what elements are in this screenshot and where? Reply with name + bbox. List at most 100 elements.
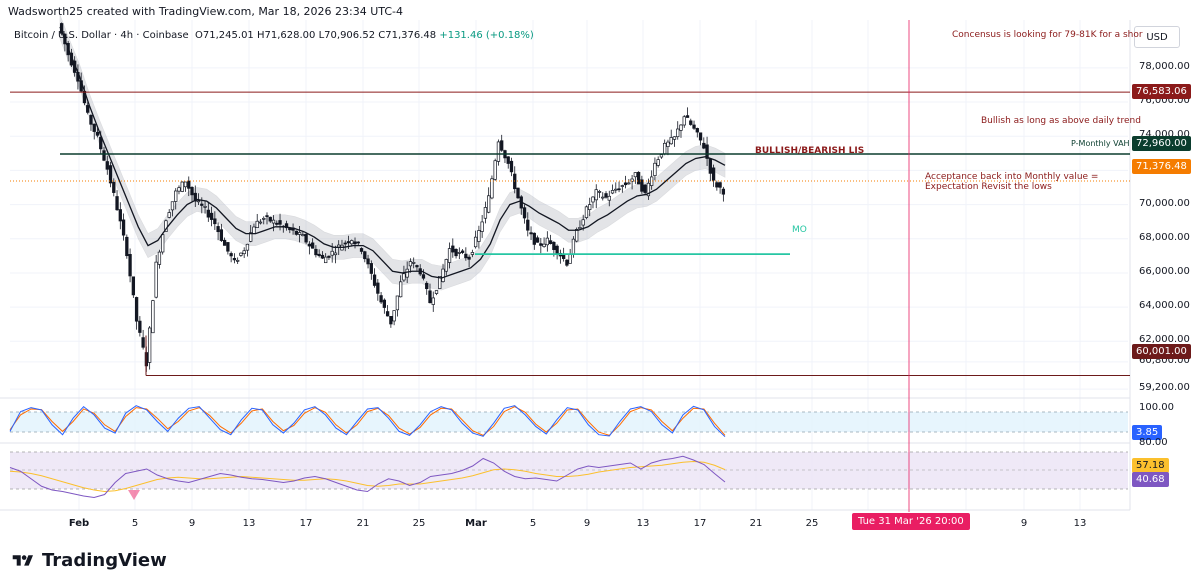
candle-body — [444, 259, 448, 272]
candle-body — [552, 241, 556, 250]
candle-body — [385, 311, 390, 317]
stoch-k-line — [9, 405, 726, 438]
candle-body — [630, 178, 634, 182]
annotation-mo: MO — [792, 225, 807, 235]
time-axis-label: Feb — [68, 518, 90, 529]
candle-body — [526, 219, 530, 231]
candle-body — [454, 248, 458, 257]
candle-body — [206, 209, 210, 218]
candle-body — [571, 238, 576, 255]
candle-body — [154, 261, 158, 298]
candle-body — [121, 219, 126, 236]
candle-body — [695, 128, 699, 133]
candle-body — [568, 253, 572, 264]
ema-band — [59, 14, 726, 291]
time-axis-label: 13 — [242, 518, 256, 529]
rsi-line — [9, 455, 726, 499]
candle-body — [653, 162, 657, 176]
candle-body — [490, 178, 494, 199]
candle-body — [108, 165, 113, 184]
candle-body — [151, 300, 155, 334]
candle-body — [539, 243, 543, 246]
candle-body — [597, 191, 602, 193]
currency-button[interactable]: USD — [1134, 26, 1180, 48]
candle-body — [222, 239, 227, 246]
time-axis-label: Mar — [465, 518, 487, 529]
candle-body — [708, 158, 712, 174]
candle-body — [575, 229, 579, 242]
candle-body — [467, 256, 471, 260]
candle-body — [307, 243, 312, 247]
tradingview-logo[interactable]: TradingView — [10, 550, 167, 571]
candle-body — [402, 273, 406, 281]
ohlc-change: +131.46 (+0.18%) — [439, 30, 534, 41]
candle-body — [134, 297, 139, 322]
candle-body — [258, 221, 263, 224]
candle-body — [86, 105, 90, 113]
candle-body — [604, 193, 608, 198]
candle-body — [304, 234, 308, 243]
candle-body — [659, 154, 664, 158]
candle-body — [516, 187, 520, 199]
candle-body — [656, 159, 660, 166]
candle-body — [200, 203, 204, 206]
candle-body — [242, 250, 246, 255]
tag-72960: 72,960.00 — [1132, 136, 1191, 151]
candle-body — [115, 196, 119, 211]
candle-body — [284, 223, 289, 229]
time-axis-label: 21 — [356, 518, 370, 529]
ema-polyline — [59, 26, 726, 279]
time-axis-label: 17 — [299, 518, 313, 529]
candle-body — [434, 290, 439, 294]
candle-body — [141, 337, 145, 348]
candle-body — [506, 156, 510, 164]
price-axis-label: 60,800.00 — [1139, 354, 1190, 366]
candle-body — [297, 232, 302, 235]
rsi-oversold-marker — [128, 490, 140, 500]
candle-body — [102, 150, 106, 161]
candle-body — [320, 254, 325, 259]
candle-body — [376, 282, 380, 294]
rsi-ma-line — [9, 460, 726, 493]
candle-body — [672, 136, 677, 140]
candle-body — [620, 185, 624, 187]
candle-body — [470, 252, 475, 255]
rsi-series — [9, 455, 726, 500]
candle-body — [477, 230, 481, 242]
time-axis-label: 17 — [693, 518, 707, 529]
candle-body — [255, 220, 259, 228]
candle-body — [676, 128, 680, 138]
annotation-consensus: Concensus is looking for 79-81K for a sh… — [952, 30, 1143, 40]
candle-body — [711, 167, 716, 181]
candle-body — [245, 243, 250, 251]
tag-60001: 60,001.00 — [1132, 344, 1191, 359]
candle-body — [183, 181, 188, 188]
candle-body — [565, 259, 569, 266]
candle-body — [425, 282, 429, 290]
symbol-name[interactable]: Bitcoin / U.S. Dollar · 4h · Coinbase — [14, 30, 189, 41]
candle-body — [196, 200, 201, 203]
candle-body — [92, 123, 96, 132]
candle-body — [232, 257, 237, 261]
candle-body — [591, 196, 595, 203]
ohlc-close: C71,376.48 — [378, 30, 437, 41]
candle-body — [343, 242, 347, 245]
candle-body — [372, 274, 377, 286]
tag-76583: 76,583.06 — [1132, 84, 1191, 99]
ohlc-low: L70,906.52 — [318, 30, 376, 41]
candle-body — [125, 236, 129, 257]
candle-body — [584, 206, 589, 218]
time-axis-label: 13 — [636, 518, 650, 529]
candle-body — [239, 252, 243, 256]
candle-body — [460, 250, 465, 253]
time-axis-label: 9 — [188, 518, 196, 529]
candle-body — [193, 192, 197, 202]
candle-body — [278, 220, 282, 225]
candle-body — [522, 207, 527, 219]
candle-body — [265, 215, 269, 217]
candle-body — [174, 190, 178, 202]
price-axis-label: 78,000.00 — [1139, 60, 1190, 72]
candle-body — [627, 182, 631, 185]
ema-band-area — [59, 14, 726, 291]
